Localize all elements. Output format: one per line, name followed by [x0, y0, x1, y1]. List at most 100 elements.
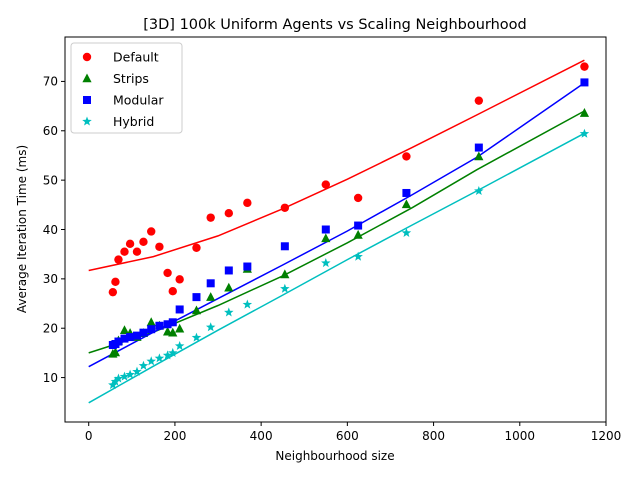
- chart-title: [3D] 100k Uniform Agents vs Scaling Neig…: [143, 17, 527, 33]
- y-tick-label: 70: [43, 75, 58, 89]
- default-point: [114, 255, 123, 264]
- hybrid-point: [168, 347, 178, 357]
- default-point: [163, 268, 172, 278]
- modular-point: [175, 305, 184, 314]
- strips-point: [321, 233, 331, 243]
- hybrid-point: [138, 360, 149, 370]
- strips-point: [175, 323, 185, 333]
- hybrid-point: [280, 283, 290, 293]
- strips-point: [224, 282, 234, 292]
- y-tick-label: 10: [43, 371, 58, 385]
- legend-modular-marker: [83, 96, 91, 104]
- default-point: [243, 198, 252, 208]
- default-point: [192, 243, 201, 252]
- y-tick-label: 20: [43, 322, 58, 336]
- x-axis-label: Neighbourhood size: [275, 449, 394, 463]
- default-point: [139, 237, 148, 247]
- y-axis: 10 20 30 40 50 60 70: [43, 75, 65, 385]
- modular-point: [168, 318, 177, 327]
- modular-point: [243, 262, 252, 271]
- hybrid-point: [113, 373, 124, 383]
- hybrid-point: [162, 350, 173, 360]
- modular-point: [474, 143, 483, 152]
- default-point: [280, 203, 290, 212]
- strips-point: [191, 305, 202, 315]
- hybrid-point: [224, 307, 234, 317]
- hybrid-point: [174, 340, 185, 351]
- strips-point: [206, 292, 216, 301]
- modular-point: [163, 320, 172, 329]
- legend-hybrid-marker: [82, 116, 92, 126]
- hybrid-point: [191, 332, 202, 342]
- hybrid-point: [154, 353, 165, 363]
- strips-point: [119, 325, 130, 334]
- strips-point: [146, 317, 156, 327]
- plot-area: [88, 59, 590, 404]
- x-axis: 0 200 400 600 800 1000 1200: [85, 422, 621, 443]
- y-tick-label: 30: [43, 272, 58, 286]
- default-point: [580, 62, 589, 71]
- modular-point: [192, 293, 201, 302]
- x-tick-label: 1000: [505, 429, 536, 443]
- x-tick-label: 600: [336, 429, 359, 443]
- default-point: [474, 96, 484, 105]
- hybrid-point: [132, 366, 142, 376]
- y-tick-label: 40: [43, 223, 58, 237]
- default-point: [175, 275, 184, 284]
- hybrid-point: [125, 369, 135, 379]
- legend-default-label: Default: [113, 50, 159, 65]
- default-point: [125, 239, 135, 249]
- modular-point: [580, 78, 589, 87]
- hybrid-point: [242, 299, 253, 309]
- default-point: [321, 180, 331, 189]
- hybrid-point: [205, 322, 216, 332]
- legend-box: [70, 42, 183, 134]
- legend-default-marker: [82, 52, 92, 62]
- default-fit-line: [88, 59, 585, 272]
- default-point: [353, 193, 363, 203]
- default-point: [132, 247, 142, 256]
- x-tick-label: 200: [163, 429, 186, 443]
- strips-point: [168, 327, 178, 337]
- strips-point: [353, 229, 363, 239]
- x-tick-label: 1200: [591, 429, 622, 443]
- modular-point: [132, 331, 141, 340]
- legend-strips-label: Strips: [113, 71, 149, 86]
- strips-point: [579, 108, 590, 117]
- y-tick-label: 60: [43, 124, 58, 138]
- y-axis-label: Average Iteration Time (ms): [15, 145, 29, 313]
- legend: Default Strips Modular Hybrid: [70, 42, 183, 134]
- default-point: [168, 286, 177, 296]
- modular-point: [206, 279, 215, 288]
- modular-point: [321, 225, 330, 234]
- modular-point: [120, 334, 129, 343]
- modular-point: [280, 242, 289, 251]
- hybrid-point: [579, 128, 590, 138]
- strips-fit-line: [88, 110, 585, 354]
- modular-point: [147, 325, 156, 334]
- modular-point: [224, 266, 233, 275]
- y-tick-label: 50: [43, 173, 58, 187]
- x-tick-label: 400: [250, 429, 273, 443]
- modular-point: [126, 333, 135, 342]
- x-tick-label: 0: [85, 429, 93, 443]
- modular-point: [114, 337, 123, 346]
- default-point: [155, 242, 164, 251]
- hybrid-fit-line: [88, 132, 585, 404]
- default-point: [111, 277, 120, 287]
- default-point: [224, 209, 234, 218]
- modular-point: [155, 321, 164, 330]
- hybrid-point: [321, 258, 331, 268]
- hybrid-point: [401, 227, 412, 237]
- legend-strips-marker: [82, 73, 92, 83]
- default-point: [120, 247, 129, 256]
- hybrid-point: [146, 356, 156, 366]
- strips-point: [474, 151, 484, 161]
- legend-modular-label: Modular: [113, 93, 164, 108]
- modular-point: [354, 221, 363, 230]
- default-point: [108, 287, 118, 297]
- strips-point: [280, 269, 290, 279]
- x-tick-label: 800: [422, 429, 445, 443]
- legend-hybrid-label: Hybrid: [113, 114, 154, 129]
